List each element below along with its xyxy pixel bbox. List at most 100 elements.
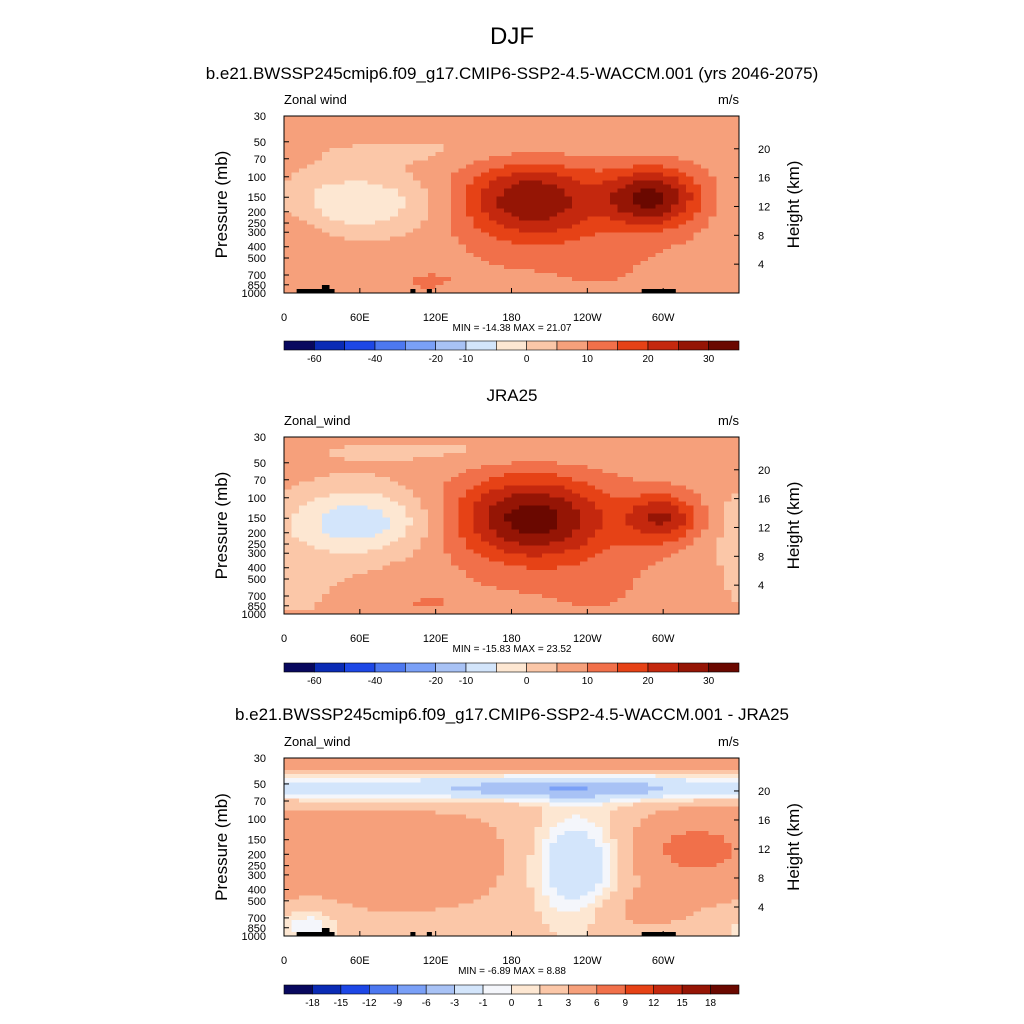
x-tick-label: 60W xyxy=(652,633,675,645)
colorbar-box xyxy=(556,662,588,673)
units-label: m/s xyxy=(718,734,739,749)
colorbar-box xyxy=(465,340,497,351)
colorbar-label: -60 xyxy=(307,354,322,365)
y-tick-label: 500 xyxy=(248,896,266,908)
x-tick-label: 60E xyxy=(350,955,370,967)
colorbar-label: 1 xyxy=(537,998,543,1009)
topography xyxy=(296,285,676,293)
x-tick-label: 120E xyxy=(423,955,449,967)
colorbar-label: 20 xyxy=(642,676,654,687)
y-tick-label: 700 xyxy=(248,591,266,603)
y-right-tick-label: 16 xyxy=(758,815,770,827)
y-tick-label: 300 xyxy=(248,548,266,560)
y-tick-label: 250 xyxy=(248,539,266,551)
colorbar-label: -20 xyxy=(428,676,443,687)
colorbar-label: 0 xyxy=(524,354,530,365)
colorbar: -18 -15 -12 -9 -6 -3 -1 0 1 3 6 9 12 15 18 xyxy=(283,984,740,1009)
colorbar-box xyxy=(678,340,709,351)
colorbar-box xyxy=(653,984,683,995)
y-tick-label: 850 xyxy=(248,923,266,935)
y-tick-label: 30 xyxy=(254,753,266,765)
y-tick-label: 850 xyxy=(248,280,266,292)
topography-africa xyxy=(296,932,335,936)
y-tick-label: 250 xyxy=(248,218,266,230)
colorbar-box xyxy=(526,662,558,673)
colorbar-label: -10 xyxy=(459,676,474,687)
topography-africa xyxy=(296,289,335,293)
y-tick-label: 50 xyxy=(254,779,266,791)
colorbar-box xyxy=(405,662,436,673)
colorbar-label: 20 xyxy=(642,354,654,365)
y-tick-label: 100 xyxy=(248,493,266,505)
y-tick-label: 250 xyxy=(248,861,266,873)
y-tick-label: 200 xyxy=(248,849,266,861)
colorbar-label: -20 xyxy=(428,354,443,365)
y-tick-label: 70 xyxy=(254,154,266,166)
colorbar-box xyxy=(435,340,467,351)
y-right-tick-label: 8 xyxy=(758,873,764,885)
colorbar-box xyxy=(678,662,709,673)
colorbar-box xyxy=(617,662,649,673)
panel-title: b.e21.BWSSP245cmip6.f09_g17.CMIP6-SSP2-4… xyxy=(235,705,789,724)
min-max-label: MIN = -14.38 MAX = 21.07 xyxy=(453,323,572,334)
x-tick-label: 120W xyxy=(573,955,602,967)
colorbar-label: -18 xyxy=(305,998,320,1009)
y-tick-label: 700 xyxy=(248,913,266,925)
colorbar-box xyxy=(496,662,527,673)
x-tick-label: 0 xyxy=(281,955,287,967)
y-tick-label: 1000 xyxy=(242,609,266,621)
colorbar-box xyxy=(568,984,598,995)
contour-field xyxy=(284,437,740,615)
x-tick-label: 180 xyxy=(502,955,520,967)
colorbar-label: -15 xyxy=(334,998,349,1009)
y-right-tick-label: 4 xyxy=(758,259,764,271)
colorbar-box xyxy=(556,340,588,351)
x-tick-label: 120E xyxy=(423,312,449,324)
y-tick-label: 200 xyxy=(248,207,266,219)
y-right-tick-label: 4 xyxy=(758,580,764,592)
colorbar: -60 -40 -20 -10 0 10 20 30 xyxy=(283,340,740,365)
y-tick-label: 1000 xyxy=(242,288,266,300)
colorbar-box xyxy=(587,662,618,673)
x-tick-label: 120W xyxy=(573,633,602,645)
colorbar-label: -40 xyxy=(368,676,383,687)
colorbar-label: 0 xyxy=(509,998,515,1009)
colorbar-label: -40 xyxy=(368,354,383,365)
y-axis-label: Pressure (mb) xyxy=(212,151,231,259)
y-right-tick-label: 8 xyxy=(758,230,764,242)
y-tick-label: 70 xyxy=(254,796,266,808)
y-tick-label: 70 xyxy=(254,475,266,487)
colorbar-box xyxy=(596,984,626,995)
contour-field xyxy=(284,758,740,937)
colorbar: -60 -40 -20 -10 0 10 20 30 xyxy=(283,662,740,687)
y-right-tick-label: 20 xyxy=(758,144,770,156)
y-tick-label: 150 xyxy=(248,192,266,204)
variable-label: Zonal wind xyxy=(284,92,347,107)
y-tick-label: 150 xyxy=(248,835,266,847)
y-right-tick-label: 20 xyxy=(758,786,770,798)
colorbar-box xyxy=(369,984,399,995)
y-right-tick-label: 16 xyxy=(758,173,770,185)
y-right-tick-label: 4 xyxy=(758,902,764,914)
x-tick-label: 0 xyxy=(281,633,287,645)
topography-africa-high xyxy=(321,285,330,293)
colorbar-label: -3 xyxy=(450,998,459,1009)
panel-title: b.e21.BWSSP245cmip6.f09_g17.CMIP6-SSP2-4… xyxy=(206,64,819,83)
colorbar-box xyxy=(465,662,497,673)
y-right-tick-label: 12 xyxy=(758,844,770,856)
topography-andes xyxy=(641,932,676,936)
colorbar-label: 30 xyxy=(703,676,715,687)
topography-asia-2 xyxy=(426,289,432,293)
topography xyxy=(296,928,676,936)
colorbar-label: 18 xyxy=(705,998,717,1009)
colorbar-label: -1 xyxy=(479,998,488,1009)
y-axis-label: Pressure (mb) xyxy=(212,472,231,580)
y-tick-label: 30 xyxy=(254,111,266,123)
colorbar-box xyxy=(710,984,740,995)
colorbar-box xyxy=(344,662,376,673)
x-tick-label: 60E xyxy=(350,633,370,645)
colorbar-box xyxy=(647,662,679,673)
y-tick-label: 400 xyxy=(248,563,266,575)
colorbar-box xyxy=(340,984,370,995)
